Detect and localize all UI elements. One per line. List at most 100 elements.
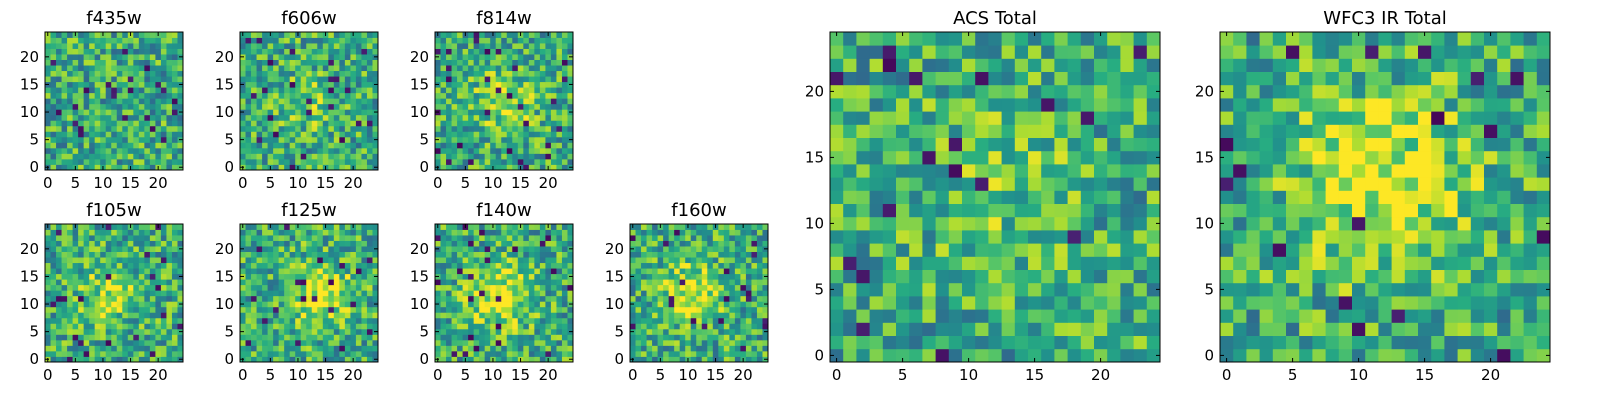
heatmap-cell (756, 240, 763, 247)
heatmap-cell (512, 32, 519, 38)
heatmap-cell (111, 251, 118, 258)
heatmap-cell (328, 103, 335, 110)
heatmap-cell (501, 98, 508, 105)
heatmap-cell (83, 164, 90, 171)
heatmap-cell (922, 203, 936, 218)
heatmap-cell (67, 103, 73, 110)
heatmap-cell (372, 65, 379, 72)
heatmap-cell (495, 131, 502, 138)
heatmap-cell (550, 240, 557, 247)
heatmap-cell (262, 43, 268, 49)
heatmap-cell (278, 356, 285, 363)
heatmap-cell (300, 120, 307, 127)
heatmap-cell (435, 290, 441, 297)
heatmap-cell (1054, 216, 1068, 231)
heatmap-cell (284, 262, 291, 269)
heatmap-cell (646, 317, 653, 324)
heatmap-cell (322, 158, 329, 165)
heatmap-cell (501, 147, 508, 154)
heatmap-cell (94, 98, 101, 105)
heatmap-cell (517, 246, 524, 252)
heatmap-cell (652, 279, 658, 286)
heatmap-cell (94, 59, 101, 66)
heatmap-cell (446, 114, 452, 121)
heatmap-cell (267, 262, 274, 269)
heatmap-cell (679, 229, 686, 236)
heatmap-cell (550, 323, 557, 330)
heatmap-cell (171, 158, 178, 165)
heatmap-cell (679, 345, 686, 352)
heatmap-cell (355, 312, 362, 319)
heatmap-cell (171, 131, 178, 138)
heatmap-cell (707, 290, 714, 297)
heatmap-cell (322, 59, 329, 66)
heatmap-cell (138, 350, 145, 357)
heatmap-cell (451, 345, 458, 352)
heatmap-cell (127, 98, 134, 105)
heatmap-cell (111, 153, 118, 160)
heatmap-cell (144, 262, 151, 269)
heatmap-cell (685, 279, 692, 286)
heatmap-cell (490, 98, 497, 105)
heatmap-cell (166, 328, 173, 335)
heatmap-cell (317, 246, 324, 252)
heatmap-cell (440, 295, 447, 302)
heatmap-cell (435, 131, 441, 138)
heatmap-cell (89, 334, 96, 341)
heatmap-cell (322, 284, 329, 291)
heatmap-cell (935, 164, 950, 178)
axes-frame (44, 223, 184, 363)
heatmap-cell (89, 125, 96, 132)
heatmap-cell (155, 295, 162, 302)
heatmap-cell (278, 312, 285, 319)
heatmap-cell (468, 65, 475, 72)
heatmap-cell (988, 164, 1002, 178)
heatmap-cell (457, 120, 463, 127)
heatmap-cell (539, 81, 546, 88)
heatmap-cell (61, 98, 68, 105)
heatmap-cell (550, 279, 557, 286)
heatmap-cell (160, 356, 167, 363)
heatmap-cell (355, 37, 362, 44)
heatmap-cell (372, 251, 379, 258)
heatmap-cell (674, 328, 681, 335)
heatmap-cell (300, 109, 307, 116)
heatmap-cell (267, 43, 274, 49)
heatmap-cell (256, 65, 263, 72)
heatmap-cell (240, 323, 246, 330)
heatmap-cell (435, 334, 441, 341)
heatmap-cell (652, 312, 658, 319)
heatmap-cell (473, 103, 480, 110)
heatmap-cell (550, 334, 557, 341)
heatmap-cell (339, 345, 346, 352)
heatmap-cell (701, 279, 708, 286)
heatmap-cell (366, 284, 373, 291)
heatmap-cell (273, 251, 280, 258)
heatmap-cell (171, 120, 178, 127)
heatmap-cell (322, 229, 329, 236)
heatmap-cell (350, 54, 357, 60)
heatmap-cell (1054, 256, 1068, 270)
heatmap-cell (922, 230, 936, 244)
heatmap-cell (256, 345, 263, 352)
x-tick-label: 10 (678, 366, 697, 384)
heatmap-cell (83, 125, 90, 132)
heatmap-cell (556, 81, 563, 88)
heatmap-cell (166, 356, 173, 363)
heatmap-cell (116, 306, 123, 313)
heatmap-cell (61, 103, 68, 110)
heatmap-cell (122, 301, 129, 308)
heatmap-cell (166, 92, 173, 99)
heatmap-cell (116, 48, 123, 55)
heatmap-cell (94, 290, 101, 297)
heatmap-cell (322, 301, 329, 308)
heatmap-cell (300, 356, 307, 363)
heatmap-cell (366, 312, 373, 319)
heatmap-cell (501, 229, 508, 236)
heatmap-cell (50, 273, 57, 280)
heatmap-cell (528, 273, 535, 280)
heatmap-cell (366, 290, 373, 297)
heatmap-cell (479, 350, 486, 357)
heatmap-cell (473, 98, 480, 105)
heatmap-cell (517, 257, 524, 264)
